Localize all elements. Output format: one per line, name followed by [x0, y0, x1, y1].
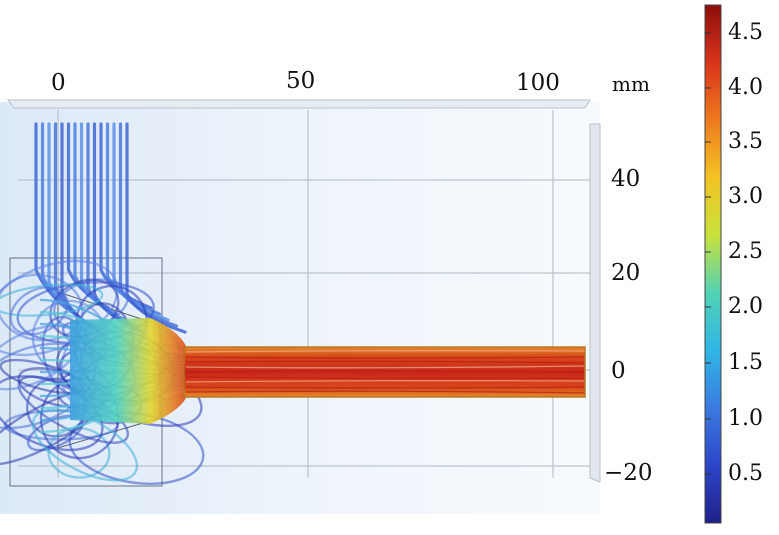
outlet-streamline: [185, 350, 586, 353]
colorbar-label: 2.5: [728, 239, 763, 264]
x-tick-label: 100: [516, 70, 560, 96]
outlet-streamline: [185, 386, 586, 389]
colorbar-label: 0.5: [728, 461, 763, 486]
y-tick-label: 40: [611, 166, 641, 192]
y-tick-label: 0: [611, 358, 626, 384]
y-tick-label: −20: [604, 460, 653, 486]
outlet-streamline: [185, 390, 586, 394]
colorbar-label: 3.5: [728, 129, 763, 154]
colorbar-label: 3.0: [728, 184, 763, 209]
swirl-streamline: [9, 286, 69, 336]
colorbar-label: 4.5: [728, 20, 763, 45]
colorbar: [704, 4, 722, 524]
x-tick-label: 0: [51, 70, 66, 96]
x-tick-label: 50: [286, 68, 316, 94]
swirl-streamline: [0, 273, 84, 342]
colorbar-label: 1.5: [728, 350, 763, 375]
outlet-streamline: [185, 365, 586, 369]
swirl-streamline: [31, 408, 139, 482]
outlet-pipe-border: [183, 346, 586, 398]
right-axis-band: [589, 123, 601, 483]
outlet-streamline: [185, 376, 586, 379]
colorbar-label: 2.0: [728, 294, 763, 319]
swirl-streamline: [0, 283, 104, 317]
nozzle-region: [70, 318, 186, 424]
colorbar-label: 4.0: [728, 75, 763, 100]
colorbar-ticks: [705, 32, 711, 475]
outlet-streamline: [185, 356, 586, 359]
outlet-streamline: [185, 360, 586, 364]
x-axis-unit: mm: [612, 72, 650, 96]
colorbar-label: 1.0: [728, 406, 763, 431]
y-tick-label: 20: [611, 260, 641, 286]
outlet-streamlines: [185, 350, 586, 394]
outlet-streamline: [185, 370, 586, 373]
outlet-streamline: [185, 380, 586, 383]
top-axis-band: [7, 99, 591, 109]
